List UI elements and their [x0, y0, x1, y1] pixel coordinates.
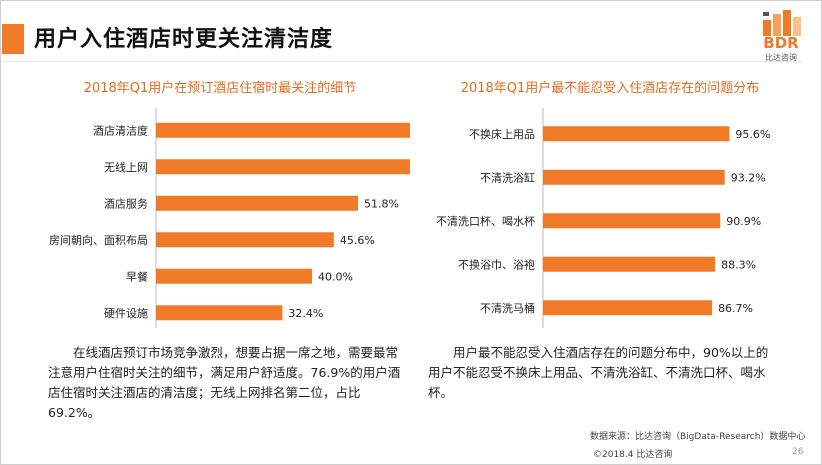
data-source: 数据来源：比达咨询（BigData-Research）数据中心 — [590, 432, 806, 442]
category-label: 早餐 — [126, 269, 148, 283]
bar — [543, 256, 716, 272]
data-label: 90.9% — [726, 215, 761, 228]
right-bar-chart: 不换床上用品 95.6% 不清洗浴缸 93.2% 不清洗口杯、喝水杯 90.9% 不换浴巾、… — [436, 108, 770, 328]
left-bar-chart: 酒店清洁度76.9%无线上网69.2%酒店服务51.8%房间朝向、面积布局45.… — [49, 108, 410, 328]
bar — [156, 122, 410, 138]
category-label: 房间朝向、面积布局 — [49, 233, 148, 247]
bar — [543, 213, 721, 229]
category-label: 酒店服务 — [104, 196, 148, 210]
bar — [543, 300, 713, 316]
logo-bars-icon — [763, 10, 801, 36]
data-label: 88.3% — [721, 258, 756, 271]
copyright: ©2018.4 比达咨询 — [593, 450, 673, 460]
data-label: 51.8% — [364, 197, 399, 210]
logo-subtext: 比达咨询 — [765, 53, 797, 62]
bar — [156, 232, 334, 248]
right-chart-title: 2018年Q1用户最不能忍受入住酒店存在的问题分布 — [460, 81, 760, 96]
category-label: 硬件设施 — [104, 307, 148, 320]
page-title: 用户入住酒店时更关注清洁度 — [34, 27, 334, 52]
bar — [543, 169, 725, 185]
category-label: 不清洗浴缸 — [480, 170, 535, 184]
data-label: 95.6% — [735, 128, 770, 141]
category-label: 不换浴巾、浴袍 — [458, 257, 535, 271]
bar — [156, 195, 359, 211]
data-label: 45.6% — [340, 234, 375, 247]
bar — [156, 305, 283, 321]
left-description: 在线酒店预订市场竞争激烈，想要占据一席之地，需要最常注意用户住宿时关注的细节，满… — [48, 345, 401, 420]
page-number: 26 — [792, 447, 804, 457]
data-label: 40.0% — [318, 270, 353, 283]
data-label: 32.4% — [288, 307, 323, 320]
data-label: 86.7% — [718, 302, 753, 315]
bar — [156, 268, 312, 284]
title-accent-bar — [2, 24, 24, 54]
logo-text: BDR — [763, 34, 799, 52]
right-description: 用户最不能忍受入住酒店存在的问题分布中，90%以上的用户不能忍受不换床上用品、不… — [428, 345, 769, 400]
title-divider — [2, 61, 802, 62]
category-label: 不清洗口杯、喝水杯 — [436, 214, 535, 228]
bar — [156, 159, 410, 175]
bar — [543, 126, 730, 142]
left-chart-title: 2018年Q1用户在预订酒店住宿时最关注的细节 — [83, 81, 357, 96]
data-label: 93.2% — [731, 171, 766, 184]
category-label: 酒店清洁度 — [93, 123, 148, 137]
company-logo: BDR 比达咨询 — [753, 8, 809, 64]
category-label: 不清洗马桶 — [480, 301, 535, 315]
category-label: 无线上网 — [104, 160, 148, 174]
category-label: 不换床上用品 — [469, 127, 535, 141]
